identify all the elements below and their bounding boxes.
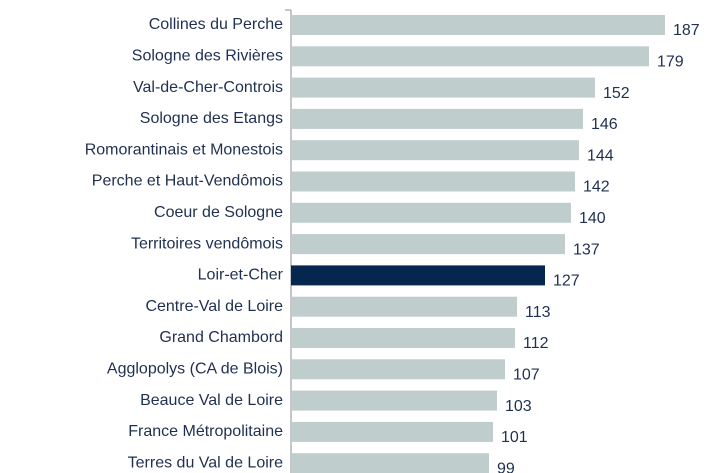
value-label: 127 xyxy=(553,273,580,290)
value-label: 144 xyxy=(587,147,614,164)
bar xyxy=(291,108,583,129)
bar xyxy=(291,265,545,286)
value-label: 140 xyxy=(579,210,606,227)
category-label: Loir-et-Cher xyxy=(198,267,284,284)
category-label: Sologne des Etangs xyxy=(140,110,283,127)
bar xyxy=(291,328,515,348)
value-label: 107 xyxy=(513,367,540,384)
category-label: Agglopolys (CA de Blois) xyxy=(107,361,283,378)
bar xyxy=(291,202,571,223)
category-label: Terres du Val de Loire xyxy=(128,454,283,471)
bar xyxy=(291,46,649,67)
category-label: Beauce Val de Loire xyxy=(140,392,283,409)
bar xyxy=(291,15,665,35)
category-label: Centre-Val de Loire xyxy=(145,298,283,315)
category-label: Romorantinais et Monestois xyxy=(85,141,283,158)
category-label: Collines du Perche xyxy=(149,16,283,33)
value-label: 179 xyxy=(657,54,684,71)
value-label: 101 xyxy=(501,429,528,446)
value-label: 137 xyxy=(573,241,600,258)
bar xyxy=(291,359,505,380)
value-label: 142 xyxy=(583,179,610,196)
category-label: Val-de-Cher-Controis xyxy=(133,79,283,96)
value-label: 99 xyxy=(497,460,515,473)
value-label: 112 xyxy=(523,335,549,352)
value-label: 103 xyxy=(505,398,532,415)
category-label: Coeur de Sologne xyxy=(154,204,283,221)
value-label: 152 xyxy=(603,85,630,102)
category-label: France Métropolitaine xyxy=(128,423,283,440)
bar xyxy=(291,453,489,473)
bar xyxy=(291,421,493,442)
bar xyxy=(291,171,575,192)
category-label: Territoires vendômois xyxy=(131,235,283,252)
category-label: Sologne des Rivières xyxy=(132,48,283,65)
bar xyxy=(291,234,565,255)
value-label: 187 xyxy=(673,22,700,39)
bar xyxy=(291,390,497,411)
bar xyxy=(291,140,579,161)
value-label: 146 xyxy=(591,116,618,133)
value-label: 113 xyxy=(525,304,551,321)
category-label: Grand Chambord xyxy=(159,329,283,346)
category-label: Perche et Haut-Vendômois xyxy=(92,173,283,190)
bar xyxy=(291,296,517,317)
bar xyxy=(291,77,595,98)
